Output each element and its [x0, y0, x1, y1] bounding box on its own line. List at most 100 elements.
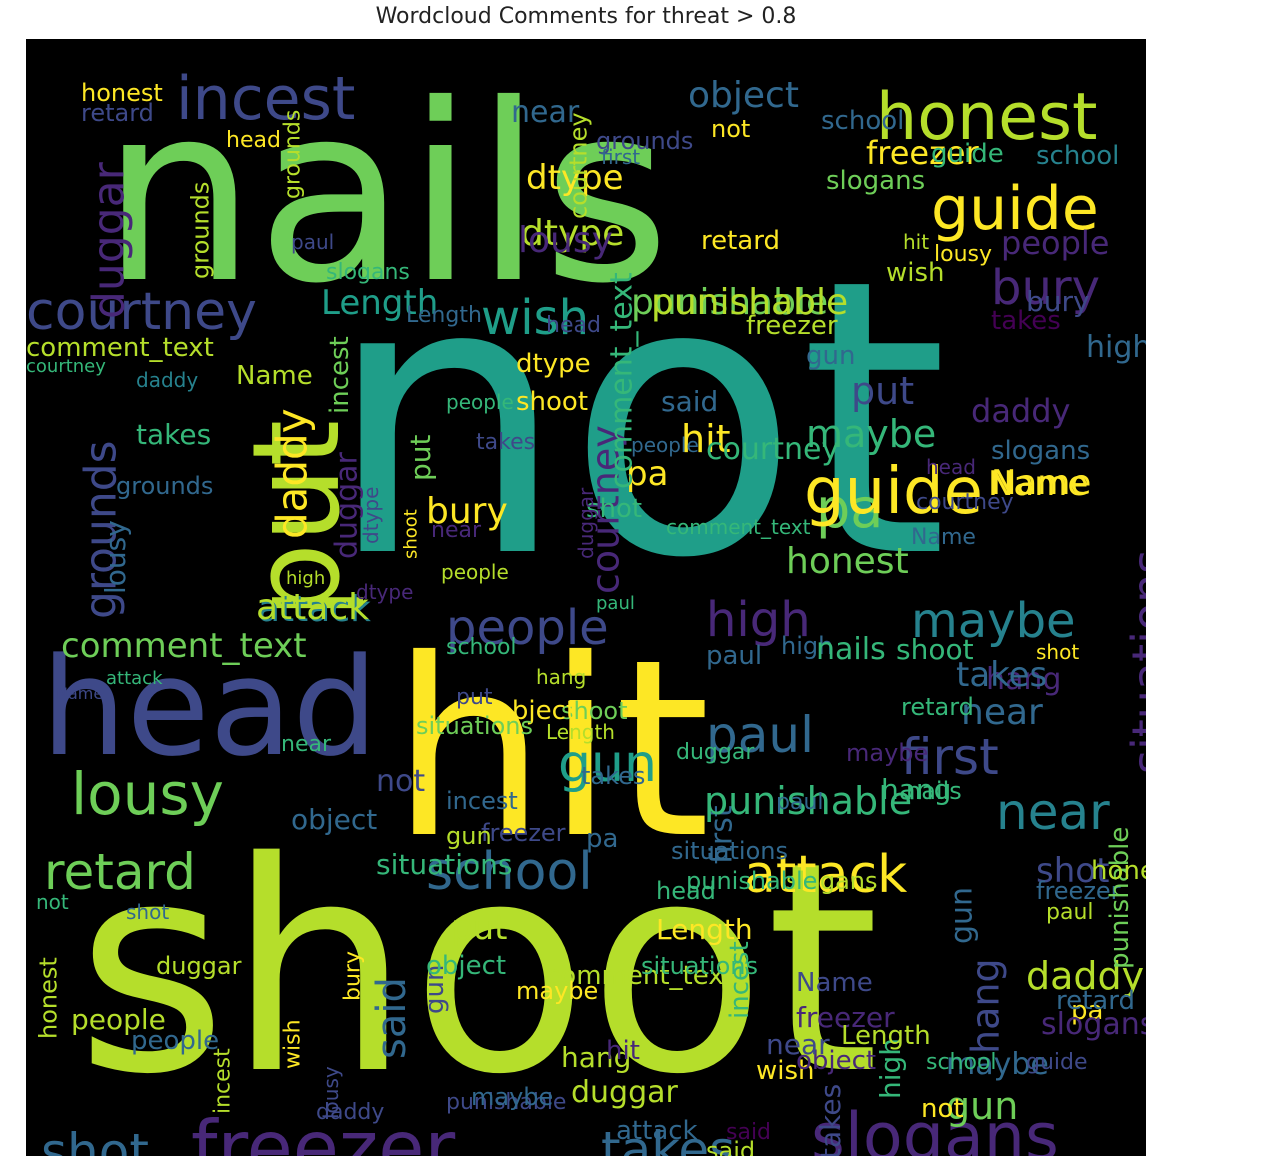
word-high: high [706, 592, 811, 648]
word-courtney: courtney [916, 490, 1014, 515]
word-head: head [226, 128, 281, 153]
word-not: not [326, 198, 948, 641]
word-duggar: duggar [571, 1075, 679, 1110]
word-first: first [705, 805, 740, 864]
word-name: Name [911, 525, 976, 550]
word-honest: honest [1091, 856, 1146, 886]
word-nails: nails [101, 52, 670, 337]
word-people: people [131, 1026, 219, 1056]
word-situations: situations [376, 848, 512, 881]
word-attack: attack [744, 845, 907, 905]
word-duggar: duggar [83, 161, 134, 319]
word-high: high [286, 568, 325, 589]
word-daddy: daddy [268, 408, 317, 539]
word-honest: honest [34, 957, 62, 1039]
word-freezer: freezer [191, 1104, 455, 1156]
word-near: near [431, 518, 482, 543]
word-punishable: punishable [1105, 827, 1135, 969]
word-said: said [661, 385, 718, 418]
word-guide: guide [931, 139, 1004, 169]
word-near: near [996, 783, 1110, 841]
word-punishable: punishable [631, 282, 828, 323]
word-wish: wish [886, 258, 945, 288]
word-object: object [796, 1046, 876, 1076]
word-gun: gun [420, 965, 450, 1014]
word-slogans: slogans [826, 166, 925, 196]
word-honest: honest [876, 80, 1098, 155]
word-comment-text: comment_text [26, 333, 214, 363]
word-not: not [921, 1094, 964, 1124]
word-people: people [446, 600, 609, 656]
word-put: put [456, 685, 493, 710]
word-maybe: maybe [911, 593, 1076, 649]
word-courtney: courtney [26, 356, 106, 377]
word-freezer: freezer [866, 134, 980, 172]
word-paul: paul [706, 641, 762, 671]
wordcloud-canvas: not shoot nails hit head put freezer slogans hon… [26, 39, 1146, 1156]
word-lousy: lousy [934, 242, 992, 267]
word-attack: attack [256, 587, 369, 628]
word-length: Length [841, 1021, 931, 1051]
word-grounds: grounds [281, 110, 306, 199]
word-near: near [766, 1028, 830, 1061]
word-retard: retard [701, 226, 780, 256]
word-gun: gun [446, 822, 492, 850]
word-retard: retard [1056, 986, 1135, 1016]
word-not: not [376, 764, 425, 799]
word-lousy: lousy [99, 520, 132, 594]
word-gun: gun [806, 341, 855, 371]
word-people: people [441, 560, 509, 584]
word-situations: situations [1122, 550, 1146, 774]
word-slogans: slogans [991, 436, 1090, 466]
word-pa: pa [586, 824, 618, 854]
word-comment-text: comment_text [666, 515, 811, 539]
word-grounds: grounds [596, 127, 693, 155]
word-hang: hang [561, 1041, 631, 1074]
word-shot: shot [586, 494, 642, 524]
word-guide: guide [804, 455, 983, 529]
word-gun: gun [558, 734, 657, 794]
word-said: said [726, 1120, 771, 1145]
word-punishable: punishable [446, 1090, 566, 1115]
word-gun: gun [945, 887, 980, 944]
word-courtney: courtney [706, 432, 839, 467]
word-school: school [926, 1050, 997, 1075]
word-freezer: freezer [746, 311, 838, 341]
word-freezer: freezer [481, 819, 566, 847]
word-shot: shot [41, 1123, 149, 1156]
word-people: people [1001, 224, 1109, 262]
word-put: put [404, 434, 437, 481]
word-incest: incest [725, 941, 755, 1019]
word-object: object [688, 75, 799, 116]
word-paul: paul [596, 593, 635, 614]
word-paul: paul [1046, 900, 1094, 925]
word-head: head [926, 455, 976, 479]
word-object: object [496, 696, 576, 726]
word-length: Length [321, 283, 438, 323]
word-said: said [369, 977, 415, 1059]
word-people: people [71, 1003, 166, 1036]
word-lousy: lousy [518, 220, 613, 261]
word-bury: bury [1026, 285, 1090, 318]
word-head: head [41, 629, 378, 786]
word-not: not [711, 115, 750, 143]
word-daddy: daddy [316, 1100, 384, 1125]
word-honest: honest [81, 79, 163, 107]
word-put: put [451, 908, 507, 948]
word-maybe: maybe [471, 1083, 553, 1111]
word-freezer: freezer [1036, 877, 1121, 905]
word-near: near [961, 692, 1043, 733]
word-takes: takes [581, 762, 645, 790]
word-situations: situations [671, 837, 788, 865]
word-duggar: duggar [330, 451, 365, 559]
word-length: Length [546, 720, 615, 744]
word-freezer: freezer [796, 1001, 895, 1034]
word-put: put [228, 420, 367, 619]
word-attack: attack [106, 668, 163, 689]
word-people: people [446, 390, 514, 414]
word-incest: incest [446, 787, 518, 815]
word-bury: bury [991, 260, 1100, 316]
word-object: object [291, 803, 377, 836]
word-lousy: lousy [319, 1066, 343, 1119]
word-dtype: dtype [356, 580, 413, 604]
